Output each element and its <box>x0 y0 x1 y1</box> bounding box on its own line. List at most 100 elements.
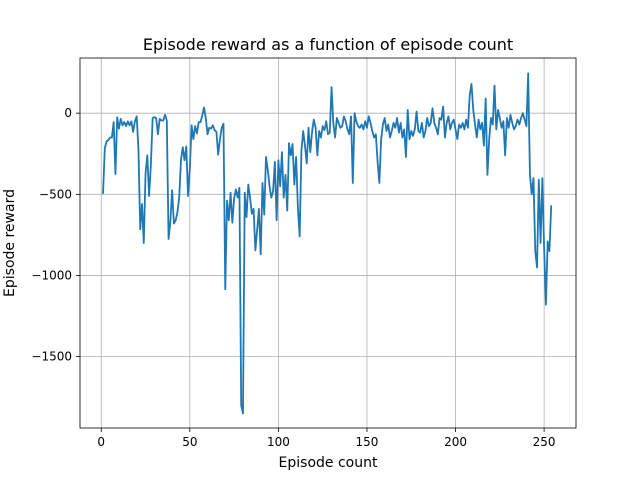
reward-data-point <box>201 115 203 117</box>
reward-data-point <box>297 206 299 208</box>
reward-data-point <box>400 122 402 124</box>
reward-data-point <box>247 183 249 186</box>
chart-title: Episode reward as a function of episode … <box>143 35 513 54</box>
reward-data-point <box>458 123 460 126</box>
reward-data-point <box>474 123 476 126</box>
reward-data-point <box>545 304 547 306</box>
reward-data-point <box>210 127 212 130</box>
reward-data-point <box>518 123 520 126</box>
reward-data-point <box>228 219 230 221</box>
plot-frame <box>79 57 577 429</box>
reward-data-point <box>361 123 363 126</box>
reward-data-point <box>144 172 147 174</box>
reward-data-point <box>373 136 375 139</box>
reward-data-point <box>244 192 246 194</box>
reward-data-point <box>254 249 256 251</box>
reward-data-point <box>194 125 196 127</box>
reward-data-point <box>169 221 171 223</box>
reward-data-point <box>116 116 118 118</box>
reward-data-point <box>253 208 255 210</box>
reward-data-point <box>199 121 202 123</box>
reward-data-point <box>185 145 187 148</box>
reward-data-point <box>495 128 497 130</box>
reward-data-point <box>433 122 435 124</box>
reward-data-point <box>263 214 265 216</box>
reward-data-point <box>276 219 278 221</box>
reward-data-point <box>449 128 451 130</box>
reward-data-point <box>462 122 464 124</box>
reward-data-point <box>233 197 235 199</box>
reward-data-point <box>224 288 226 290</box>
reward-data-point <box>421 122 423 124</box>
reward-data-point <box>447 115 450 118</box>
reward-data-point <box>442 106 444 108</box>
reward-data-point <box>283 196 285 199</box>
x-axis-label: Episode count <box>279 455 378 471</box>
reward-data-point <box>183 159 186 161</box>
reward-data-point <box>166 119 168 122</box>
reward-data-point <box>270 196 272 199</box>
reward-data-point <box>127 120 129 122</box>
reward-data-point <box>157 133 159 135</box>
reward-data-point <box>265 156 267 158</box>
reward-data-point <box>516 119 519 121</box>
reward-data-point <box>366 127 368 129</box>
reward-data-point <box>313 119 315 121</box>
reward-data-point <box>323 129 326 131</box>
reward-data-point <box>322 125 324 127</box>
reward-data-point <box>146 154 148 156</box>
reward-data-point <box>173 222 175 225</box>
reward-data-point <box>547 240 549 242</box>
reward-data-point <box>525 125 528 127</box>
reward-data-point <box>327 133 329 135</box>
reward-data-point <box>391 130 393 132</box>
x-tick-label: 100 <box>267 435 290 449</box>
reward-data-point <box>339 127 341 129</box>
reward-data-point <box>295 156 297 158</box>
reward-data-point <box>407 109 409 111</box>
reward-data-point <box>214 129 216 131</box>
reward-data-point <box>107 139 109 141</box>
reward-data-point <box>205 117 207 119</box>
reward-data-point <box>509 114 512 116</box>
reward-data-point <box>437 133 439 135</box>
reward-data-point <box>539 242 542 244</box>
reward-data-point <box>502 120 504 122</box>
reward-data-point <box>141 203 143 205</box>
reward-data-point <box>302 130 304 132</box>
reward-data-point <box>352 182 354 184</box>
reward-data-point <box>300 149 303 152</box>
reward-data-point <box>311 131 313 133</box>
reward-data-point <box>268 185 271 187</box>
reward-data-point <box>536 266 538 268</box>
reward-data-point <box>346 128 349 130</box>
reward-series-line <box>102 72 553 415</box>
reward-data-point <box>499 117 501 119</box>
reward-data-point <box>550 205 552 207</box>
reward-data-point <box>242 412 244 414</box>
reward-data-point <box>341 125 343 127</box>
reward-data-point <box>235 188 237 191</box>
reward-data-point <box>357 125 359 127</box>
reward-data-point <box>476 136 478 139</box>
reward-data-point <box>134 120 136 122</box>
reward-data-point <box>401 136 403 139</box>
reward-data-point <box>524 119 526 121</box>
reward-data-point <box>277 159 279 161</box>
reward-data-point <box>251 213 253 215</box>
reward-data-point <box>477 119 480 121</box>
reward-data-point <box>155 117 157 119</box>
reward-data-point <box>439 117 441 119</box>
reward-data-point <box>527 72 529 75</box>
reward-data-point <box>316 154 318 156</box>
reward-data-point <box>451 122 453 124</box>
reward-data-point <box>187 195 189 197</box>
reward-data-point <box>382 123 384 126</box>
reward-data-point <box>215 131 217 133</box>
reward-data-point <box>348 133 350 135</box>
y-tick-label: −1500 <box>31 350 72 364</box>
y-tick-label: −1000 <box>31 268 72 282</box>
reward-data-point <box>488 138 490 140</box>
x-tick-label: 150 <box>356 435 379 449</box>
reward-data-point <box>515 125 517 127</box>
